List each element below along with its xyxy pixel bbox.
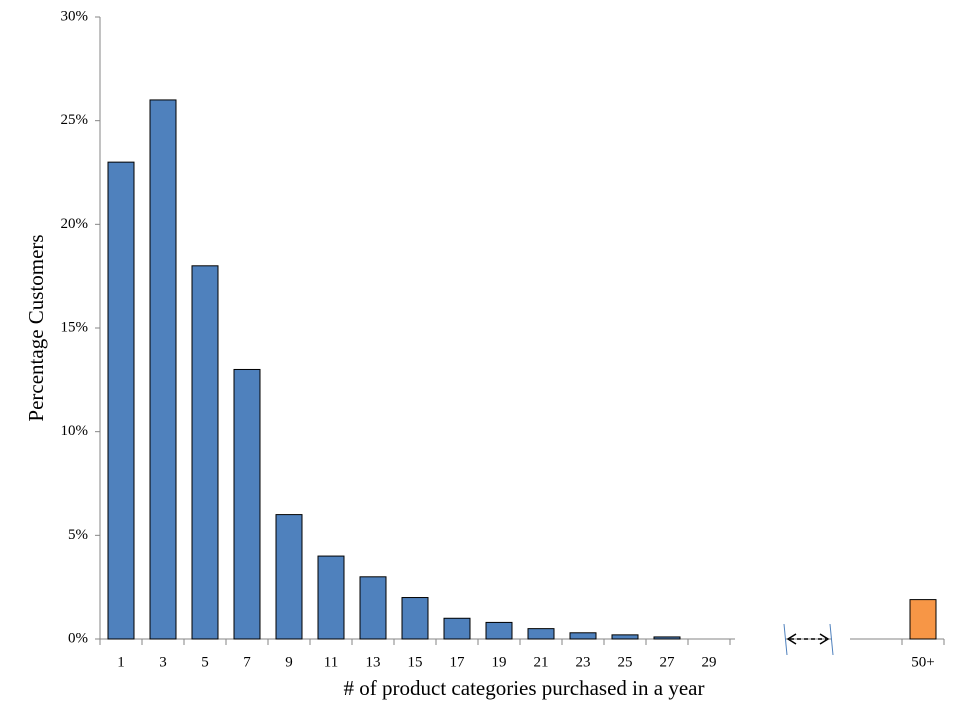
y-tick-label: 30% (61, 8, 89, 24)
x-tick-label: 17 (450, 654, 466, 670)
break-mark (829, 623, 834, 656)
bar (485, 621, 513, 640)
bar (191, 265, 219, 640)
bar (611, 634, 639, 640)
bar (527, 628, 555, 640)
x-tick-label: 50+ (911, 654, 934, 670)
x-axis-label: # of product categories purchased in a y… (344, 676, 705, 700)
break-mark (783, 623, 788, 656)
x-tick-label: 11 (324, 654, 338, 670)
bar (233, 368, 261, 640)
bar (653, 636, 681, 640)
x-tick-label: 5 (201, 654, 209, 670)
bar (569, 632, 597, 640)
y-tick-label: 5% (68, 527, 88, 543)
y-axis-label: Percentage Customers (24, 234, 48, 421)
x-tick-label: 25 (618, 654, 633, 670)
x-tick-label: 1 (117, 654, 125, 670)
bar (317, 555, 345, 640)
x-tick-label: 7 (243, 654, 251, 670)
x-tick-label: 29 (702, 654, 717, 670)
x-tick-label: 9 (285, 654, 293, 670)
x-tick-label: 23 (576, 654, 591, 670)
y-tick-label: 15% (61, 319, 89, 335)
y-tick-label: 20% (61, 216, 89, 232)
bar (401, 597, 429, 640)
bar (359, 576, 387, 640)
x-tick-label: 3 (159, 654, 167, 670)
x-tick-label: 13 (366, 654, 381, 670)
bar (149, 99, 177, 640)
y-tick-label: 0% (68, 630, 88, 646)
bar (909, 599, 937, 640)
x-tick-label: 19 (492, 654, 507, 670)
bar (107, 161, 135, 640)
bar (443, 617, 471, 640)
x-tick-label: 21 (534, 654, 549, 670)
y-tick-label: 25% (61, 112, 89, 128)
bar (275, 514, 303, 640)
x-tick-label: 27 (660, 654, 676, 670)
break-arrowheads (786, 633, 830, 645)
y-tick-label: 10% (61, 423, 89, 439)
x-tick-label: 15 (408, 654, 423, 670)
